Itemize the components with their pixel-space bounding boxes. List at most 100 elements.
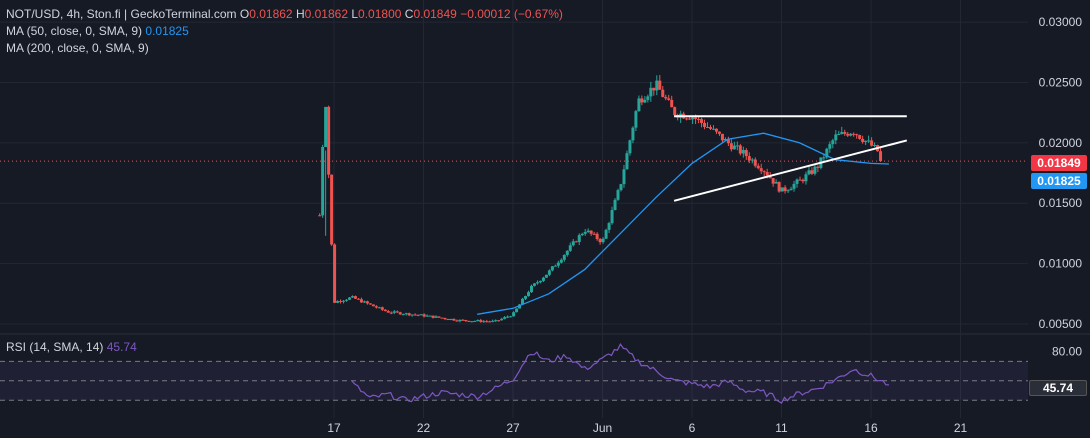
- candle-body: [464, 319, 468, 321]
- candle-body: [708, 127, 712, 129]
- candle-body: [756, 165, 760, 169]
- candle-body: [362, 301, 366, 303]
- candle-body: [864, 140, 868, 142]
- ma200-legend[interactable]: MA (200, close, 0, SMA, 9): [6, 40, 149, 56]
- candle-body: [798, 179, 802, 181]
- x-tick-label: Jun: [593, 421, 612, 435]
- x-tick-label: 16: [864, 421, 878, 435]
- low-label: L: [351, 7, 359, 21]
- candle-body: [816, 166, 820, 168]
- rsi-value-tag: 45.74: [1029, 380, 1087, 396]
- candle-body: [359, 299, 363, 303]
- candle-body: [482, 321, 486, 323]
- candle-body: [434, 316, 438, 318]
- ma50-label: MA (50, close, 0, SMA, 9): [6, 24, 143, 38]
- candle-body: [637, 98, 641, 112]
- ma50-legend[interactable]: MA (50, close, 0, SMA, 9) 0.01825: [6, 23, 189, 39]
- candle-body: [634, 111, 638, 128]
- candle-body: [383, 309, 387, 312]
- candle-body: [664, 96, 668, 99]
- candle-body: [541, 277, 545, 281]
- candle-body: [509, 316, 513, 318]
- grid-lines: [0, 0, 1090, 418]
- candle-body: [574, 241, 578, 243]
- candle-body: [726, 138, 730, 144]
- candle-body: [580, 233, 584, 236]
- candle-body: [837, 133, 841, 135]
- candle-body: [834, 134, 838, 141]
- candle-body: [843, 132, 847, 134]
- candle-body: [661, 89, 665, 97]
- candle-body: [592, 233, 596, 235]
- candle-body: [628, 140, 632, 154]
- high-label: H: [295, 7, 305, 21]
- symbol-title[interactable]: NOT/USD, 4h, Ston.fi | GeckoTerminal.com: [6, 7, 237, 21]
- candle-body: [774, 182, 778, 184]
- candle-body: [750, 159, 754, 161]
- candle-body: [443, 318, 447, 320]
- candle-body: [610, 210, 614, 224]
- x-tick-label: 27: [506, 421, 520, 435]
- candle-body: [625, 153, 629, 170]
- candle-body: [339, 301, 343, 303]
- candle-body: [535, 282, 539, 284]
- candle-body: [491, 320, 495, 322]
- candle-body: [550, 266, 554, 271]
- candle-body: [356, 298, 360, 300]
- candle-body: [494, 320, 498, 322]
- candle-body: [473, 320, 477, 322]
- candle-body: [673, 107, 677, 116]
- candle-body: [488, 321, 492, 323]
- candle-body: [840, 132, 844, 134]
- candle-body: [461, 319, 465, 321]
- candle-body: [643, 99, 647, 103]
- candle-body: [649, 87, 653, 97]
- candle-body: [324, 106, 328, 147]
- change-value: −0.00012 (−0.67%): [460, 7, 563, 21]
- candle-body: [792, 183, 796, 189]
- candle-body: [336, 301, 340, 303]
- candle-body: [616, 190, 620, 200]
- candle-body: [380, 307, 384, 310]
- candle-body: [407, 313, 411, 316]
- candle-body: [583, 232, 587, 234]
- candle-body: [861, 138, 865, 142]
- candle-body: [503, 317, 507, 319]
- support-line: [673, 139, 908, 202]
- candle-body: [500, 318, 504, 321]
- candle-body: [527, 292, 531, 297]
- candle-body: [515, 308, 519, 313]
- candle-body: [607, 223, 611, 230]
- x-tick-label: 17: [327, 421, 341, 435]
- candle-body: [732, 145, 736, 150]
- candle-body: [714, 128, 718, 132]
- candle-body: [783, 187, 787, 192]
- close-label: C: [404, 7, 414, 21]
- candles: [318, 74, 883, 323]
- candle-body: [852, 133, 856, 135]
- candle-body: [706, 126, 710, 128]
- candle-body: [392, 311, 396, 313]
- candle-body: [795, 179, 799, 184]
- candle-body: [419, 314, 423, 316]
- candle-body: [807, 170, 811, 175]
- candle-body: [697, 119, 701, 121]
- candle-body: [873, 145, 877, 147]
- candle-body: [446, 319, 450, 321]
- rsi-legend[interactable]: RSI (14, SMA, 14) 45.74: [6, 339, 137, 355]
- candle-body: [345, 299, 349, 301]
- candle-body: [371, 304, 375, 307]
- candle-body: [547, 270, 551, 275]
- candle-body: [735, 145, 739, 147]
- candle-body: [506, 316, 510, 318]
- candle-body: [652, 87, 656, 91]
- candle-body: [330, 174, 334, 245]
- candle-body: [640, 98, 644, 103]
- candle-body: [729, 143, 733, 150]
- candle-body: [333, 244, 337, 303]
- candle-body: [428, 315, 432, 317]
- candle-body: [858, 135, 862, 139]
- candle-body: [368, 303, 372, 305]
- candle-body: [825, 148, 829, 158]
